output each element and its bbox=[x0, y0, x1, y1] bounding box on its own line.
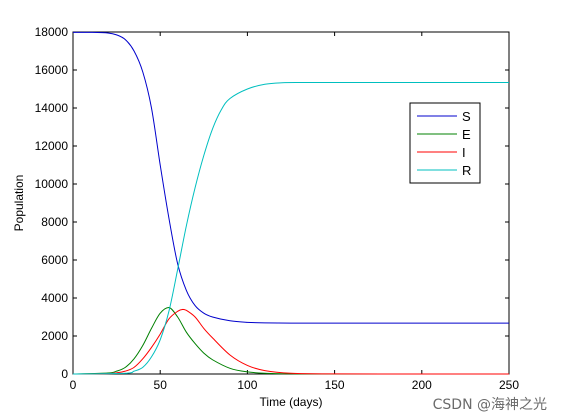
plot-area bbox=[72, 31, 510, 375]
legend-label-S: S bbox=[462, 109, 471, 124]
watermark: CSDN @海神之光 bbox=[432, 397, 547, 413]
y-tick-label: 10000 bbox=[35, 177, 69, 191]
legend-label-E: E bbox=[462, 127, 471, 142]
y-tick-label: 2000 bbox=[41, 329, 68, 343]
series-line-E bbox=[72, 306, 510, 375]
series-lines bbox=[72, 31, 510, 375]
y-tick-label: 8000 bbox=[41, 215, 68, 229]
series-line-S bbox=[73, 31, 509, 324]
y-tick-label: 4000 bbox=[41, 291, 68, 305]
y-tick-label: 18000 bbox=[35, 25, 69, 39]
x-tick-label: 250 bbox=[499, 378, 519, 392]
y-tick-label: 14000 bbox=[35, 101, 69, 115]
x-tick-label: 0 bbox=[70, 378, 77, 392]
x-tick-label: 150 bbox=[325, 378, 345, 392]
series-line-R bbox=[72, 82, 509, 375]
series-line-I bbox=[72, 308, 510, 375]
legend-label-I: I bbox=[462, 145, 466, 160]
x-tick-label: 200 bbox=[412, 378, 432, 392]
y-tick-label: 12000 bbox=[35, 139, 69, 153]
x-tick-label: 100 bbox=[237, 378, 257, 392]
legend-label-R: R bbox=[462, 163, 471, 178]
x-axis-label: Time (days) bbox=[260, 395, 323, 409]
y-tick-label: 0 bbox=[61, 367, 68, 381]
y-tick-label: 6000 bbox=[41, 253, 68, 267]
y-tick-label: 16000 bbox=[35, 63, 69, 77]
axis-ticks: 0 50 100 150 200 250 0 2000 4000 6000 8000 10000 120… bbox=[35, 25, 520, 392]
y-axis-label: Population bbox=[12, 175, 26, 232]
x-tick-label: 50 bbox=[154, 378, 168, 392]
